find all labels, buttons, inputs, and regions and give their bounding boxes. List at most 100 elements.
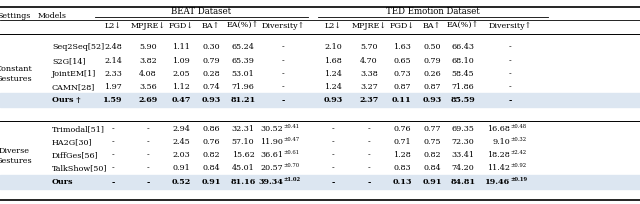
- Text: 1.24: 1.24: [324, 83, 342, 91]
- Text: 4.08: 4.08: [139, 70, 157, 78]
- Text: MPJRE↓: MPJRE↓: [351, 22, 387, 30]
- Text: 66.43: 66.43: [451, 43, 474, 51]
- Text: 2.69: 2.69: [138, 96, 157, 104]
- Text: 1.12: 1.12: [172, 83, 190, 91]
- Text: ±0.47: ±0.47: [283, 137, 299, 142]
- Text: 1.09: 1.09: [172, 57, 190, 65]
- Text: 0.28: 0.28: [202, 70, 220, 78]
- Text: 0.52: 0.52: [172, 178, 191, 186]
- Text: 1.68: 1.68: [324, 57, 342, 65]
- Text: -: -: [147, 164, 149, 172]
- Text: 0.82: 0.82: [423, 151, 441, 159]
- Text: 2.10: 2.10: [324, 43, 342, 51]
- Text: 0.75: 0.75: [423, 138, 441, 146]
- Text: -: -: [508, 96, 512, 104]
- Text: 1.11: 1.11: [172, 43, 190, 51]
- Text: -: -: [367, 138, 371, 146]
- Text: 81.21: 81.21: [230, 96, 255, 104]
- Text: BA↑: BA↑: [423, 22, 441, 30]
- Text: 1.63: 1.63: [393, 43, 411, 51]
- Text: Ours †: Ours †: [52, 96, 81, 104]
- Text: 0.84: 0.84: [202, 164, 220, 172]
- Text: -: -: [332, 125, 334, 133]
- Text: -: -: [111, 164, 115, 172]
- Bar: [0, 93, 640, 107]
- Text: 5.70: 5.70: [360, 43, 378, 51]
- Text: -: -: [111, 151, 115, 159]
- Text: 0.76: 0.76: [393, 125, 411, 133]
- Text: 11.42: 11.42: [487, 164, 510, 172]
- Text: FGD↓: FGD↓: [168, 22, 193, 30]
- Text: 0.82: 0.82: [202, 151, 220, 159]
- Text: EA(%)↑: EA(%)↑: [227, 22, 259, 30]
- Text: -: -: [147, 138, 149, 146]
- Text: -: -: [332, 151, 334, 159]
- Text: ±0.61: ±0.61: [283, 151, 299, 155]
- Text: TED Emotion Dataset: TED Emotion Dataset: [386, 8, 480, 17]
- Text: 2.14: 2.14: [104, 57, 122, 65]
- Text: 71.86: 71.86: [452, 83, 474, 91]
- Text: -: -: [282, 70, 284, 78]
- Text: 65.39: 65.39: [232, 57, 255, 65]
- Text: 58.45: 58.45: [452, 70, 474, 78]
- Text: 15.62: 15.62: [232, 151, 255, 159]
- Text: 2.05: 2.05: [172, 70, 190, 78]
- Text: 81.16: 81.16: [230, 178, 255, 186]
- Text: 0.84: 0.84: [423, 164, 441, 172]
- Text: S2G[14]: S2G[14]: [52, 57, 86, 65]
- Text: ±2.42: ±2.42: [510, 151, 526, 155]
- Bar: [0, 175, 640, 189]
- Text: 0.93: 0.93: [422, 96, 442, 104]
- Text: 3.27: 3.27: [360, 83, 378, 91]
- Text: ±0.92: ±0.92: [510, 163, 526, 169]
- Text: 2.37: 2.37: [360, 96, 379, 104]
- Text: ±0.32: ±0.32: [510, 137, 526, 142]
- Text: JointEM[1]: JointEM[1]: [52, 70, 97, 78]
- Text: 9.10: 9.10: [492, 138, 510, 146]
- Text: -: -: [111, 138, 115, 146]
- Text: Diverse
Gestures: Diverse Gestures: [0, 147, 32, 165]
- Text: 5.90: 5.90: [139, 43, 157, 51]
- Text: Trimodal[51]: Trimodal[51]: [52, 125, 105, 133]
- Text: -: -: [509, 83, 511, 91]
- Text: -: -: [509, 43, 511, 51]
- Text: 0.93: 0.93: [323, 96, 342, 104]
- Text: 0.74: 0.74: [202, 83, 220, 91]
- Text: ±0.41: ±0.41: [283, 124, 299, 130]
- Text: FGD↓: FGD↓: [389, 22, 415, 30]
- Text: ±0.70: ±0.70: [283, 163, 299, 169]
- Text: -: -: [147, 125, 149, 133]
- Text: Constant
Gestures: Constant Gestures: [0, 65, 33, 83]
- Text: L2↓: L2↓: [324, 22, 342, 30]
- Text: 1.28: 1.28: [393, 151, 411, 159]
- Text: 71.96: 71.96: [232, 83, 255, 91]
- Text: 0.26: 0.26: [423, 70, 441, 78]
- Text: 0.86: 0.86: [202, 125, 220, 133]
- Text: 11.90: 11.90: [260, 138, 283, 146]
- Text: 45.01: 45.01: [232, 164, 254, 172]
- Text: -: -: [282, 96, 285, 104]
- Text: BA↑: BA↑: [202, 22, 220, 30]
- Text: -: -: [111, 125, 115, 133]
- Text: 0.65: 0.65: [393, 57, 411, 65]
- Text: 32.31: 32.31: [232, 125, 255, 133]
- Text: 72.30: 72.30: [452, 138, 474, 146]
- Text: 84.81: 84.81: [451, 178, 476, 186]
- Text: -: -: [367, 164, 371, 172]
- Text: 0.93: 0.93: [202, 96, 221, 104]
- Text: 0.91: 0.91: [422, 178, 442, 186]
- Text: Diversity↑: Diversity↑: [261, 22, 305, 30]
- Text: -: -: [111, 178, 115, 186]
- Text: -: -: [367, 178, 371, 186]
- Text: 0.76: 0.76: [202, 138, 220, 146]
- Text: 2.48: 2.48: [104, 43, 122, 51]
- Text: 3.82: 3.82: [139, 57, 157, 65]
- Text: HA2G[30]: HA2G[30]: [52, 138, 93, 146]
- Text: -: -: [147, 178, 150, 186]
- Text: MPJRE↓: MPJRE↓: [131, 22, 166, 30]
- Text: ±1.02: ±1.02: [283, 177, 300, 182]
- Text: 2.33: 2.33: [104, 70, 122, 78]
- Text: EA(%)↑: EA(%)↑: [447, 22, 479, 30]
- Text: 2.03: 2.03: [172, 151, 190, 159]
- Text: 19.46: 19.46: [485, 178, 510, 186]
